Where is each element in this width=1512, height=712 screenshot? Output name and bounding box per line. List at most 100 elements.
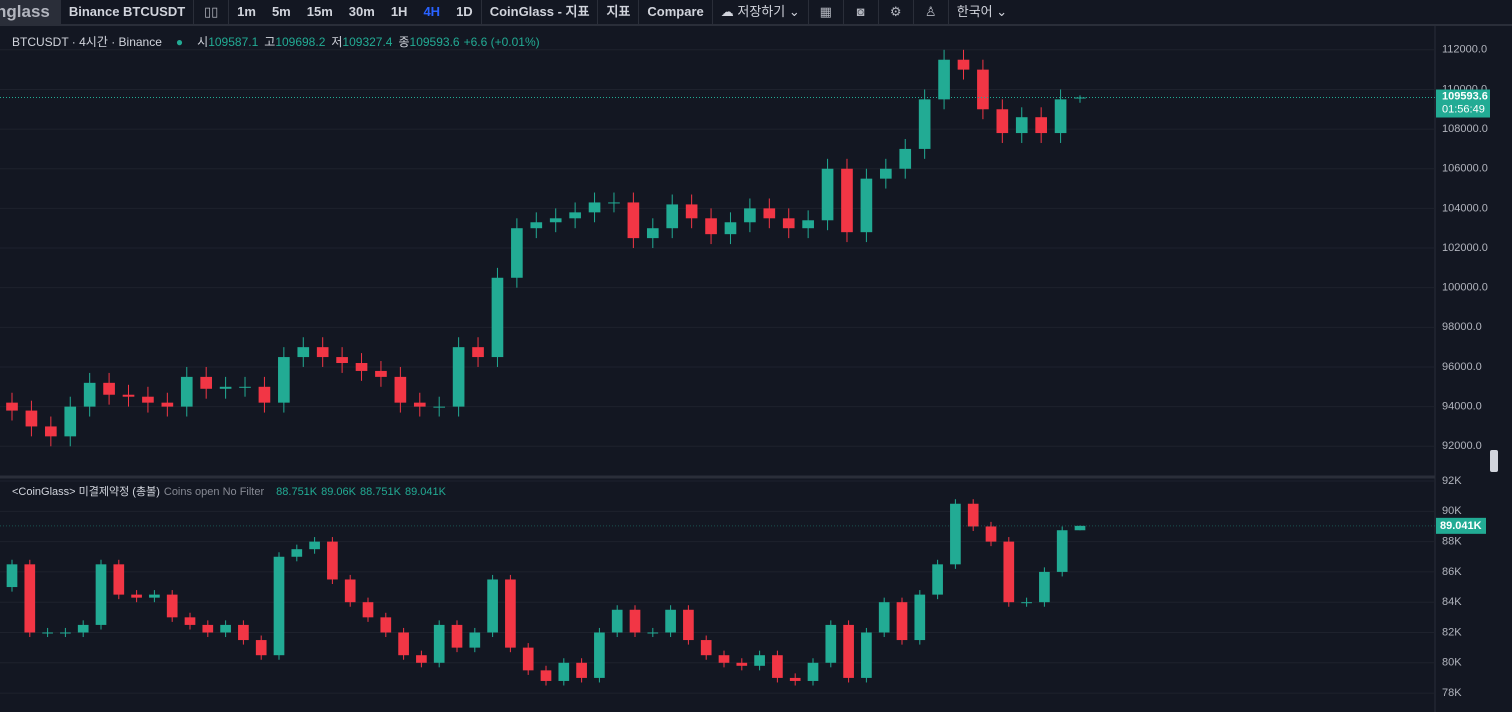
y-tick-label: 108000.0 (1442, 123, 1488, 135)
interval-button[interactable]: 1D (456, 4, 473, 19)
candle-body (821, 168, 834, 221)
candle-body (278, 357, 290, 403)
legend: BTCUSDT · 4시간 · Binance ● 시109587.1 고109698… (12, 35, 540, 49)
candle-body (744, 208, 756, 223)
candle-body (530, 222, 543, 229)
candle-body (1015, 117, 1028, 134)
indicator-button[interactable]: 지표 (598, 0, 640, 24)
candle-body (724, 222, 737, 235)
candle-body (297, 347, 310, 358)
y-tick-label: 82K (1442, 626, 1462, 638)
candle-body (754, 655, 765, 666)
interval-button[interactable]: 30m (348, 4, 375, 19)
candle-body (899, 148, 912, 169)
candle-body (149, 594, 160, 598)
symbol-button[interactable]: Binance BTCUSDT (61, 0, 195, 24)
candle-body (238, 624, 249, 641)
legend-ohlc-value: 109593.6 (410, 35, 460, 49)
interval-button[interactable]: 5m (271, 4, 291, 19)
scroll-handle[interactable] (1490, 450, 1498, 472)
candle-body (861, 632, 872, 678)
candle-body (1039, 571, 1050, 603)
candle-body (569, 212, 581, 219)
legend-title: BTCUSDT · 4시간 · Binance (12, 35, 162, 49)
interval-button[interactable]: 1m (237, 4, 256, 19)
candle-body (977, 69, 989, 110)
settings-button[interactable]: ⚙ (879, 0, 914, 24)
compare-button[interactable]: Compare (639, 0, 713, 24)
candle-body (540, 670, 552, 681)
legend-title: <CoinGlass> 미결제약정 (총볼) (12, 484, 160, 498)
legend-change: +6.6 (+0.01%) (464, 35, 540, 49)
candle-body (375, 370, 387, 377)
candle-body (932, 564, 943, 595)
candle-body (202, 624, 214, 633)
candle-body (1021, 602, 1032, 604)
interval-button[interactable]: 15m (306, 4, 333, 19)
save-button[interactable]: ☁ 저장하기 ⌄ (713, 0, 809, 24)
legend-ohlc-value: 109327.4 (342, 35, 392, 49)
candle-body (505, 579, 516, 648)
candle-body (184, 617, 196, 625)
candle-body (200, 376, 213, 389)
candle-body (918, 99, 931, 149)
candle-body (627, 202, 640, 239)
candle-body (647, 632, 659, 634)
candle-body (291, 549, 303, 557)
chart-type-button[interactable]: ▯▯ (194, 0, 230, 24)
legend-ohlc-value: 109698.2 (275, 35, 325, 49)
price-tag (1436, 89, 1490, 118)
y-tick-label: 84K (1442, 596, 1462, 608)
chart-background (0, 26, 1512, 712)
candle-body (841, 168, 853, 233)
interval-button[interactable]: 4H (423, 4, 441, 19)
value-tag-label: 89.041K (1440, 520, 1482, 532)
candle-body (878, 602, 890, 633)
y-tick-label: 98000.0 (1442, 321, 1482, 333)
candle-body (588, 202, 601, 213)
candle-body (985, 526, 997, 542)
candle-body (843, 624, 854, 678)
candle-body (355, 363, 368, 371)
candle-body (131, 594, 142, 598)
layout-button[interactable]: ▦ (809, 0, 844, 24)
legend-ohlc-value: 89.06K (321, 486, 357, 498)
candle-body (491, 277, 504, 358)
candle-body (24, 564, 36, 633)
y-tick-label: 78K (1442, 687, 1462, 699)
candle-body (950, 503, 961, 565)
legend-ohlc-value: 109587.1 (208, 35, 258, 49)
candle-body (239, 386, 251, 388)
language-button[interactable]: 한국어 ⌄ (956, 4, 1008, 19)
candle-body (938, 59, 950, 100)
logo: nglass (0, 0, 61, 24)
y-tick-label: 94000.0 (1442, 401, 1482, 413)
interval-group: 1m 5m 15m 30m 1H 4H 1D (229, 0, 482, 24)
candle-body (6, 564, 18, 588)
candle-body (161, 402, 174, 407)
y-tick-label: 112000.0 (1442, 44, 1487, 56)
candle-body (683, 609, 694, 641)
y-tick-label: 92000.0 (1442, 440, 1482, 452)
candle-body (60, 632, 71, 634)
candle-body (316, 347, 329, 358)
y-tick-label: 86K (1442, 566, 1462, 578)
candle-body (273, 556, 285, 656)
screenshot-button[interactable]: ◙ (844, 0, 879, 24)
candle-body (166, 594, 178, 618)
candle-body (558, 662, 570, 681)
candle-body (95, 564, 107, 625)
interval-button[interactable]: 1H (390, 4, 408, 19)
candle-body (700, 640, 712, 656)
candle-body (957, 59, 970, 70)
candle-body (705, 218, 717, 235)
candle-body (487, 579, 498, 633)
indicator-button[interactable]: CoinGlass - 지표 (482, 0, 599, 24)
candle-body (782, 218, 795, 229)
account-button[interactable]: ♙ (914, 0, 949, 24)
candle-body (220, 624, 231, 633)
candle-body (511, 228, 523, 278)
candle-body (611, 609, 623, 633)
candle-body (594, 632, 605, 678)
candle-body (433, 406, 446, 408)
